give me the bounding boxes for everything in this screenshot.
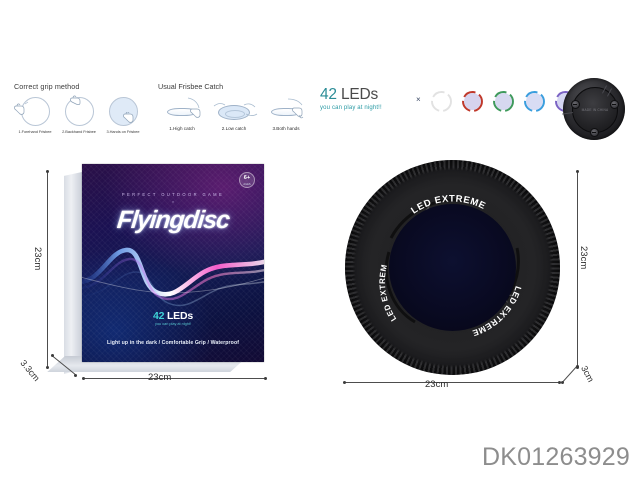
box-side-panel: [64, 172, 82, 374]
multiplier-symbol: ×: [416, 95, 421, 104]
battery-cover-icon: MADE IN CHINA: [562, 78, 625, 140]
battery-cover-inner: MADE IN CHINA: [572, 87, 618, 133]
led-headline: 42 LEDs: [320, 86, 382, 104]
box-led-count: 42: [152, 310, 165, 322]
dim-endpoint: [50, 353, 54, 357]
swatch-blue: [523, 90, 546, 113]
catch-item-both-hands: 3.Both hands: [260, 96, 312, 131]
both-hands-catch-icon: [260, 96, 312, 124]
dim-endpoint: [45, 170, 49, 173]
dim-endpoint: [558, 380, 561, 384]
led-unit: LEDs: [340, 86, 379, 103]
hand-on-disc-icon: [122, 112, 133, 123]
screw-icon: [610, 100, 619, 109]
two-hands-icon: [287, 98, 304, 119]
dim-endpoint: [45, 366, 49, 369]
swatch-white: [430, 90, 453, 113]
hand-backhand-icon: [69, 95, 80, 106]
catch-item-low: 2.Low catch: [208, 96, 260, 131]
dim-endpoint: [343, 380, 346, 384]
dim-endpoint: [576, 365, 579, 368]
dim-endpoint: [74, 374, 77, 377]
dim-endpoint: [264, 376, 267, 380]
box-led-unit: LEDs: [166, 310, 194, 322]
frisbee-outline-icon: [13, 97, 50, 126]
disc-led-field: [389, 204, 516, 331]
led-callout-section: 42 LEDs you can play at night!! ×: [320, 86, 576, 112]
box-led-subtitle: you can play at night!: [155, 322, 191, 326]
age-rating-badge: 6+ AGES: [239, 172, 255, 188]
box-height-label: 23cm: [32, 247, 43, 271]
hand-forehand-icon: [13, 101, 28, 115]
grip-item-backhand: 2.Backhand Frisbee: [58, 95, 100, 134]
swatch-red: [461, 90, 484, 113]
disc-width-dim-line: [345, 382, 560, 383]
grip-method-items: 1.Forehand Frisbee 2.Backhand Frisbee: [13, 95, 149, 147]
age-rating-value: 6+: [243, 175, 251, 181]
swatch-green: [492, 90, 515, 113]
made-in-china-label: MADE IN CHINA: [581, 108, 609, 112]
catch-item-label: 3.Both hands: [272, 126, 300, 131]
box-tagline: PERFECT OUTDOOR GAME: [121, 192, 225, 197]
frisbee-filled-icon: [108, 97, 138, 126]
led-subtitle: you can play at night!!: [320, 105, 382, 111]
disc-thickness-label: 3cm: [579, 364, 596, 384]
hand-arrow-icon: [187, 97, 201, 118]
disc-height-label: 23cm: [578, 246, 589, 270]
package-box: 6+ AGES PERFECT OUTDOOR GAME × Flyingdis…: [30, 150, 280, 390]
frisbee-outline-icon: [64, 95, 94, 126]
grip-item-label: 2.Backhand Frisbee: [62, 129, 96, 134]
box-width-dim-line: [84, 378, 266, 379]
grip-item-hands-on: 3.Hands on Frisbee: [102, 97, 144, 134]
grip-item-label: 3.Hands on Frisbee: [106, 129, 140, 134]
frisbee-catch-items: 1.High catch 2.Low catch: [156, 96, 316, 146]
grip-method-title: Correct grip method: [14, 82, 80, 91]
age-rating-note: AGES: [243, 183, 251, 186]
box-product-logo: Flyingdisc: [115, 206, 231, 234]
led-color-swatches: [430, 86, 580, 118]
dim-endpoint: [575, 170, 579, 173]
dim-endpoint: [82, 376, 85, 380]
disc-thickness-dim-line: [562, 365, 578, 383]
screw-icon: [590, 128, 599, 137]
box-led-headline: 42 LEDs: [82, 310, 264, 322]
grip-item-label: 1.Forehand Frisbee: [18, 129, 52, 134]
grip-method-section: Correct grip method 1.Forehand Frisbee: [13, 82, 149, 134]
dim-endpoint: [560, 380, 564, 384]
product-code: DK01263929: [482, 443, 630, 471]
led-count: 42: [320, 86, 337, 103]
box-features-line: Light up in the dark / Comfortable Grip …: [106, 340, 240, 346]
disc-width-label: 23cm: [425, 379, 449, 390]
box-width-label: 23cm: [148, 372, 172, 383]
box-front-panel: 6+ AGES PERFECT OUTDOOR GAME × Flyingdis…: [82, 164, 264, 362]
high-catch-icon: [156, 96, 208, 124]
catch-item-high: 1.High catch: [156, 96, 208, 131]
screw-icon: [571, 100, 580, 109]
box-divider-symbol: ×: [171, 199, 175, 204]
low-catch-icon: [208, 96, 260, 124]
catch-item-label: 2.Low catch: [221, 126, 247, 131]
frisbee-catch-title: Usual Frisbee Catch: [158, 82, 224, 91]
motion-arrows-icon: [213, 103, 258, 116]
frisbee-catch-section: Usual Frisbee Catch 1.High catch: [158, 82, 308, 131]
grip-item-forehand: 1.Forehand Frisbee: [13, 97, 56, 134]
disc-height-dim-line: [577, 172, 578, 368]
frisbee-disc: LED EXTREME LED EXTREME LED EXTREME: [345, 160, 560, 375]
box-height-dim-line: [47, 172, 48, 368]
catch-item-label: 1.High catch: [169, 126, 195, 131]
